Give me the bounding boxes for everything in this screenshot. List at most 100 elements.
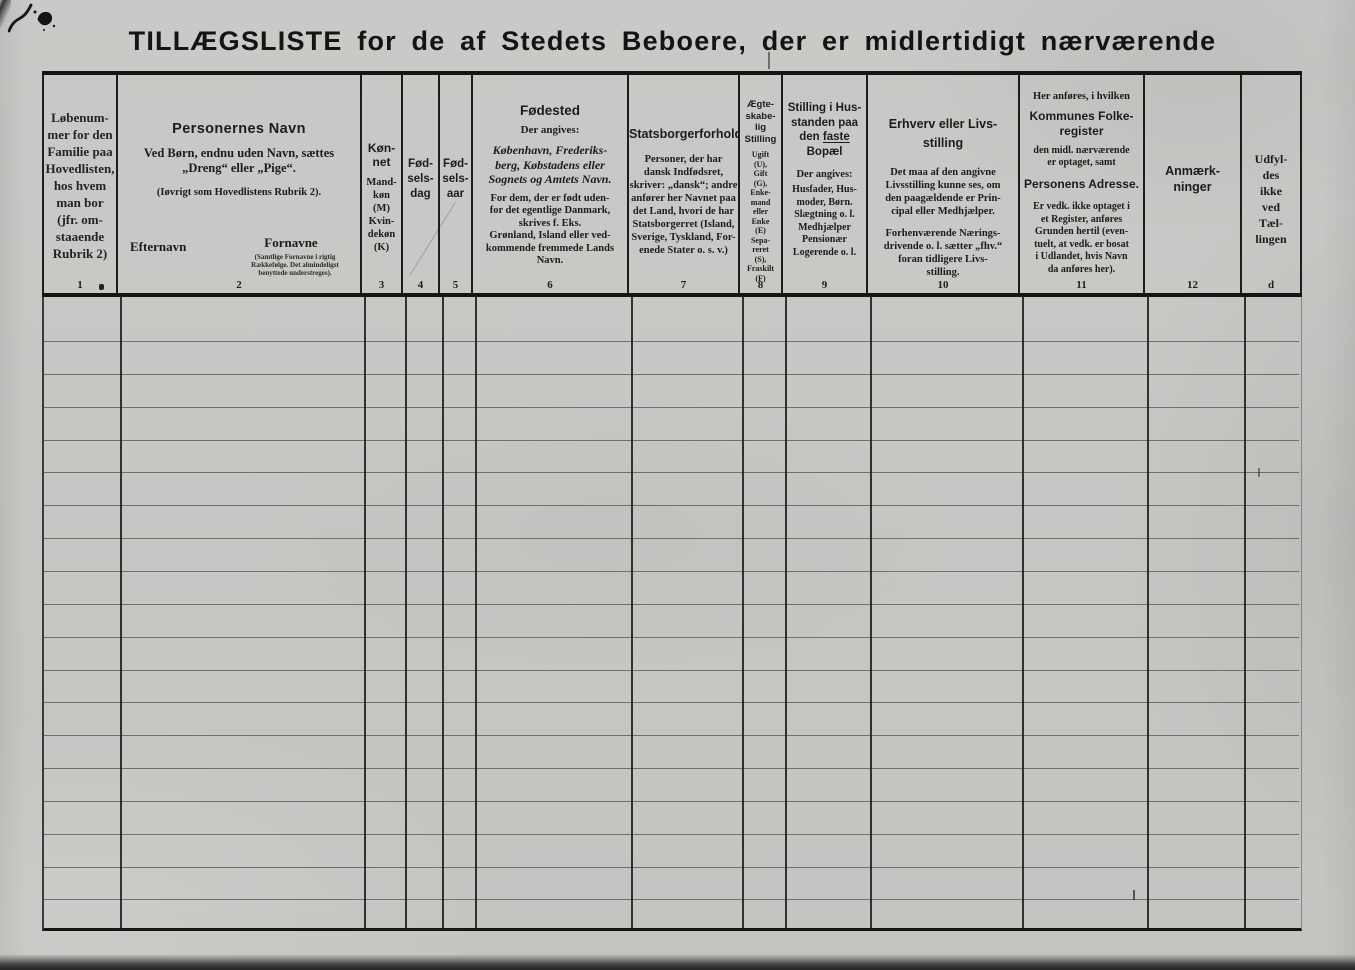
column-header-personernes-navn: Personernes Navn Ved Børn, endnu uden Na… — [118, 75, 362, 293]
row-line — [44, 768, 1299, 770]
column-header-aegteskabelig-stilling: Ægte- skabe- lig Stilling Ugift (U), Gif… — [740, 75, 783, 293]
ink-speck — [99, 284, 104, 290]
column-line — [1244, 297, 1246, 928]
column-number: 12 — [1187, 279, 1198, 291]
column-subtitle: Der angives: — [796, 169, 853, 180]
row-line — [44, 702, 1299, 704]
column-number: 1 — [77, 279, 83, 291]
column-line — [742, 297, 744, 928]
column-line — [475, 297, 477, 928]
column-header-foedselsdag: Fød- sels- dag 4 — [403, 75, 440, 293]
row-line — [44, 866, 1299, 868]
form-title: TILLÆGSLISTE for de af Stedets Beboere, … — [128, 26, 1217, 56]
column-title: Ægte- skabe- lig Stilling — [744, 99, 777, 145]
column-line — [364, 297, 366, 928]
table-body-ruled-rows — [42, 297, 1302, 931]
column-subtitle: Der angives: — [520, 124, 580, 136]
column-header-loebenummer: Løbenum- mer for den Familie paa Hovedli… — [42, 75, 118, 293]
column-description-2: For dem, der er født uden- for det egent… — [485, 192, 615, 267]
column-description: Husfader, Hus- moder, Børn. Slægtning o.… — [792, 184, 857, 258]
column-number: 4 — [417, 279, 424, 291]
column-title: Personernes Navn — [172, 121, 306, 137]
column-number: d — [1267, 279, 1275, 291]
column-header-foedested: Fødested Der angives: København, Frederi… — [473, 75, 629, 293]
row-line — [44, 735, 1299, 737]
row-line — [44, 538, 1299, 540]
column-header-erhverv: Erhverv eller Livs- stilling Det maa af … — [868, 75, 1020, 293]
column-description: Ugift (U), Gift (G), Enke- mand eller En… — [746, 150, 775, 283]
column-line — [405, 297, 407, 928]
table-header-row: Løbenum- mer for den Familie paa Hovedli… — [42, 71, 1302, 297]
column-title-2: Personens Adresse. — [1024, 177, 1139, 191]
row-line — [44, 472, 1299, 474]
column-title: Kommunes Folke- register — [1029, 109, 1134, 138]
column-line — [1022, 297, 1024, 928]
row-line — [44, 341, 1299, 342]
column-title: Erhverv eller Livs- stilling — [888, 117, 998, 150]
row-line — [44, 505, 1299, 507]
column-description: Ved Børn, endnu uden Navn, sættes „Dreng… — [143, 146, 335, 175]
column-number: 3 — [378, 279, 385, 291]
column-header-stilling-i-husstanden: Stilling i Hus- standen paa den faste Bo… — [783, 75, 868, 293]
column-description: Udfyl- des ikke ved Tæl- lingen — [1254, 152, 1288, 246]
column-number: 8 — [757, 279, 764, 291]
column-line — [870, 297, 872, 928]
column-header-koennet: Køn- net Mand- køn (M) Kvin- dekøn (K) 3 — [362, 75, 403, 293]
row-line — [44, 570, 1299, 572]
column-number: 2 — [236, 279, 242, 291]
column-title: Køn- net — [367, 141, 396, 169]
column-number: 5 — [452, 279, 459, 291]
column-number: 6 — [547, 279, 553, 291]
efternavn-label: Efternavn — [130, 239, 187, 254]
ink-speck — [768, 52, 770, 69]
row-line — [44, 603, 1299, 605]
column-line — [1147, 297, 1149, 928]
scan-bottom-edge — [0, 954, 1355, 970]
column-line — [120, 297, 122, 928]
row-line — [44, 800, 1299, 802]
column-description-2: Er vedk. ikke optaget i et Register, anf… — [1033, 201, 1130, 275]
row-line — [44, 406, 1299, 408]
column-description: Personer, der har dansk Indfødsret, skri… — [629, 154, 738, 256]
column-title: Anmærk- ninger — [1165, 164, 1220, 194]
fornavne-label: Fornavne — [264, 235, 318, 250]
column-line — [631, 297, 633, 928]
column-number: 9 — [821, 279, 828, 291]
column-note: (Iøvrigt som Hovedlistens Rubrik 2). — [156, 187, 322, 198]
row-line — [44, 439, 1299, 441]
column-number: 7 — [680, 279, 687, 291]
column-title: Fød- sels- aar — [442, 158, 469, 200]
column-number: 10 — [937, 279, 949, 291]
fornavne-note: (Samtlige Fornavne i rigtig Rækkefølge. … — [251, 253, 339, 277]
column-description: den midl. nærværende er optaget, samt — [1033, 145, 1130, 168]
column-description: Det maa af den angivne Livsstilling kunn… — [885, 167, 1001, 217]
column-description: Løbenum- mer for den Familie paa Hovedli… — [45, 110, 115, 261]
column-header-statsborgerforhold: Statsborgerforhold Personer, der har dan… — [629, 75, 740, 293]
column-title: Fødested — [519, 103, 580, 118]
underlined-word: faste — [822, 131, 850, 143]
row-line — [44, 636, 1299, 638]
column-title: Statsborgerforhold — [629, 127, 740, 141]
form-table: Løbenum- mer for den Familie paa Hovedli… — [42, 71, 1302, 931]
column-header-udfyldes-ikke: Udfyl- des ikke ved Tæl- lingen d — [1242, 75, 1302, 293]
row-line — [44, 899, 1299, 901]
ink-speck — [1133, 890, 1135, 900]
column-description: Mand- køn (M) Kvin- dekøn (K) — [366, 177, 397, 253]
column-title: Stilling i Hus- standen paa den faste Bo… — [787, 102, 862, 158]
scan-corner-shadow — [0, 0, 11, 28]
column-line — [785, 297, 787, 928]
row-line — [44, 373, 1299, 375]
row-line — [44, 669, 1299, 671]
column-description-2: Forhenværende Nærings- drivende o. l. sæ… — [883, 228, 1003, 278]
row-line — [44, 833, 1299, 835]
column-number: 11 — [1076, 279, 1087, 291]
column-line — [442, 297, 444, 928]
column-header-anmaerkninger: Anmærk- ninger 12 — [1145, 75, 1242, 293]
column-header-folkeregister: Her anføres, i hvilken Kommunes Folke- r… — [1020, 75, 1145, 293]
column-pretitle: Her anføres, i hvilken — [1032, 91, 1131, 102]
column-header-foedselsaar: Fød- sels- aar 5 — [440, 75, 473, 293]
ink-speck — [1258, 468, 1260, 477]
column-description: København, Frederiks- berg, Købstadens e… — [488, 143, 612, 186]
column-title: Fød- sels- dag — [407, 158, 434, 200]
